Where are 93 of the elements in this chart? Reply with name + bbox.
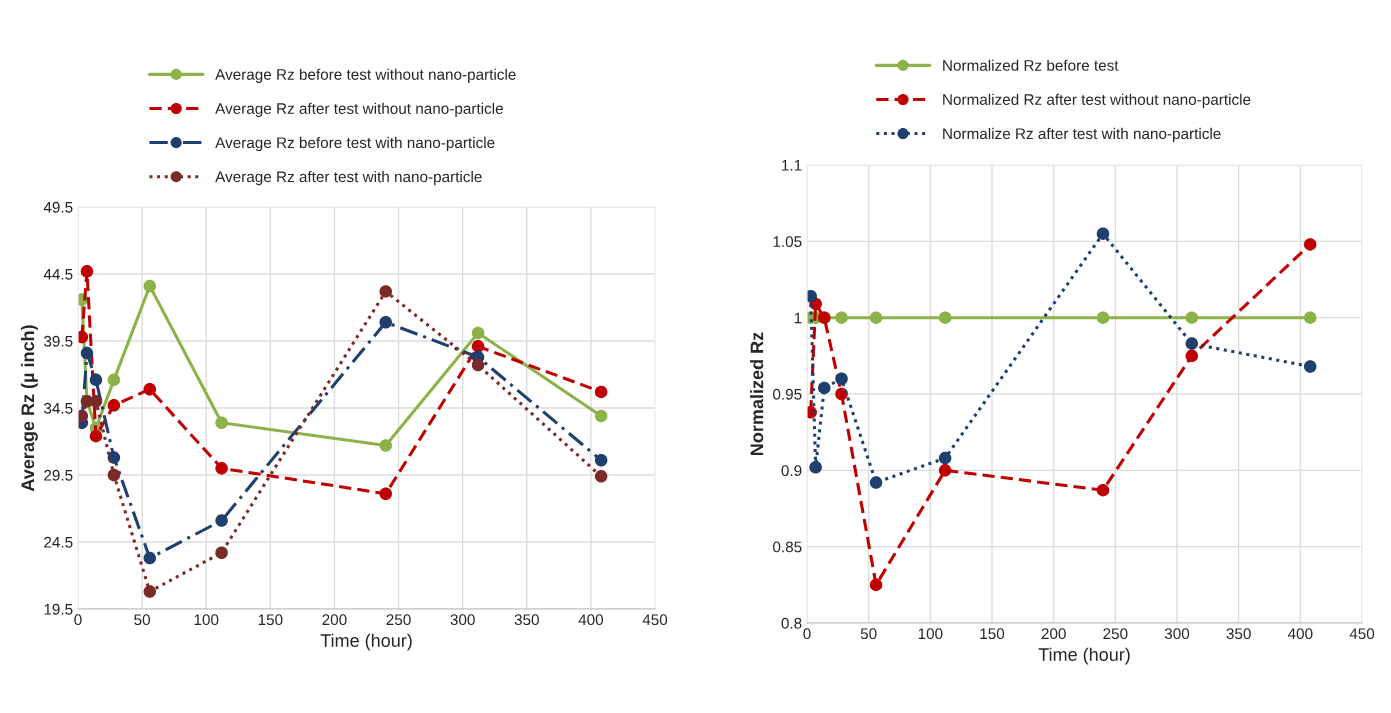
legend-label: Average Rz after test without nano-particle	[215, 102, 503, 117]
y-tick-label: 0.9	[781, 465, 802, 477]
point	[938, 311, 952, 324]
x-tick-label: 100	[918, 628, 943, 640]
x-tick-label: 250	[386, 614, 411, 626]
point	[379, 285, 392, 298]
y-tick-label: 0.85	[773, 541, 802, 553]
y-tick-label: 1.1	[782, 160, 802, 171]
point	[80, 346, 94, 360]
point	[809, 461, 822, 474]
point	[107, 451, 121, 464]
y-tick-label: 19.5	[44, 603, 73, 615]
y-tick-label: 29.5	[44, 469, 73, 481]
point	[1096, 311, 1110, 324]
point	[835, 311, 848, 324]
point	[215, 514, 228, 527]
y-tick-label: 34.5	[43, 402, 73, 414]
point	[89, 429, 103, 443]
x-tick-label: 150	[980, 628, 1005, 640]
point	[143, 382, 157, 396]
point	[594, 454, 608, 467]
point	[1096, 227, 1110, 240]
x-tick-label: 400	[1287, 628, 1313, 640]
point	[869, 311, 883, 324]
point	[215, 416, 228, 429]
point	[1185, 349, 1199, 363]
point	[471, 326, 485, 340]
point	[594, 385, 608, 399]
point	[107, 468, 121, 482]
legend-label: Normalized Rz before test	[943, 59, 1119, 71]
point	[471, 358, 485, 372]
x-tick-label: 300	[450, 614, 475, 626]
y-tick-label: 24.5	[44, 536, 73, 548]
x-tick-label: 250	[1103, 628, 1128, 640]
y-tick-label: 1.05	[773, 236, 802, 248]
point	[1303, 311, 1317, 324]
point	[471, 340, 485, 353]
point	[89, 395, 103, 408]
point	[1096, 483, 1110, 497]
point	[938, 464, 952, 477]
x-tick-label: 0	[803, 628, 811, 640]
point	[107, 399, 121, 412]
x-tick-label: 100	[194, 614, 219, 626]
x-tick-label: 450	[642, 614, 668, 626]
legend-label: Normalize Rz after test with nano-particle	[943, 127, 1221, 143]
x-tick-label: 350	[1226, 628, 1251, 640]
x-tick-label: 200	[322, 614, 347, 626]
y-tick-label: 0.8	[781, 617, 802, 629]
point	[869, 578, 883, 592]
point	[835, 387, 848, 401]
y-tick-label: 39.5	[43, 335, 73, 347]
y-axis-title: Average Rz (µ inch)	[20, 325, 38, 492]
x-tick-label: 150	[258, 614, 283, 626]
point	[143, 279, 157, 293]
point	[107, 373, 121, 387]
point	[379, 487, 392, 501]
point	[938, 451, 952, 465]
y-tick-label: 1	[794, 312, 802, 324]
x-tick-label: 300	[1164, 628, 1190, 640]
legend-label: Average Rz before test without nano-particle	[215, 68, 516, 83]
y-tick-label: 0.95	[773, 388, 802, 400]
point	[379, 439, 392, 452]
x-tick-label: 0	[74, 614, 82, 626]
point	[1303, 238, 1317, 251]
point	[143, 551, 157, 565]
y-tick-label: 44.5	[43, 269, 73, 280]
x-tick-label: 200	[1041, 628, 1066, 640]
point	[89, 373, 103, 387]
point	[143, 585, 157, 598]
y-axis-title: Normalized Rz	[750, 332, 764, 455]
x-tick-label: 450	[1349, 628, 1375, 640]
legend-label: Average Rz after test with nano-particle	[215, 170, 482, 186]
x-tick-label: 50	[134, 614, 151, 626]
x-axis-title: Time (hour)	[1038, 647, 1130, 665]
point	[869, 476, 883, 489]
legend-label: Average Rz before test with nano-particle	[215, 136, 495, 152]
y-tick-label: 49.5	[43, 201, 73, 213]
point	[80, 265, 94, 278]
point	[818, 381, 831, 395]
point	[835, 372, 848, 385]
legend-label: Normalized Rz after test without nano-particle	[943, 93, 1251, 108]
point	[215, 462, 228, 475]
x-tick-label: 50	[860, 628, 877, 640]
point	[1185, 337, 1199, 350]
x-tick-label: 350	[514, 614, 539, 626]
point	[1303, 360, 1317, 373]
point	[594, 470, 608, 483]
x-tick-label: 400	[578, 614, 604, 626]
point	[215, 546, 228, 559]
point	[379, 315, 392, 329]
x-axis-title: Time (hour)	[320, 633, 412, 651]
point	[594, 409, 608, 423]
point	[1185, 311, 1199, 324]
